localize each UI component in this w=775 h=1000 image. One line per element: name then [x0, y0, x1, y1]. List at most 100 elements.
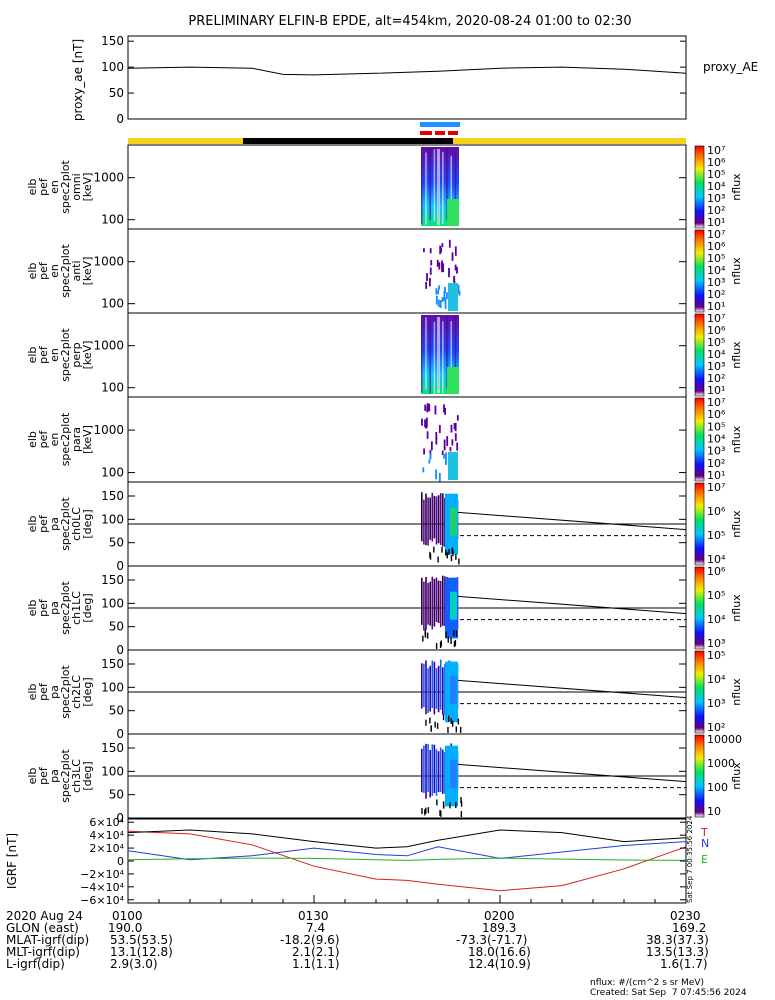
y-tick-label: 1000 [93, 171, 124, 185]
panel-ylabel-line: pef [37, 514, 50, 533]
panel-ylabel-line: spec2plot [59, 749, 72, 803]
colorbar-frame [694, 566, 705, 650]
y-tick-label: 1000 [93, 339, 124, 353]
pa-speck [439, 642, 442, 649]
colorbar-tick-label: 10⁵ [707, 420, 725, 433]
spectrogram-panels: elbpefenspec2plotomni[keV]100100010⁷10⁶1… [26, 144, 743, 825]
panel-ylabel-line: [keV] [81, 341, 94, 370]
colorbar-tick-label: 10⁷ [707, 396, 725, 409]
panel-ylabel-line: [deg] [81, 761, 94, 790]
colorbar-tick-label: 10000 [707, 733, 742, 746]
igrf-y-tick-label: 4×10⁴ [89, 829, 124, 842]
pa-column [425, 743, 427, 799]
pa-column [444, 576, 446, 627]
pa-core [450, 591, 457, 620]
panel-ylabel-line: perp [70, 342, 83, 367]
spectrum-speck [423, 448, 425, 455]
ephem-label-l: L-igrf(dip) [6, 957, 65, 971]
status-bar-red-2 [435, 131, 445, 135]
colorbar-tick-label: 10² [707, 288, 725, 301]
y-tick-label: 150 [101, 741, 124, 755]
pa-speck [425, 719, 427, 726]
pa-speck [450, 637, 452, 644]
colorbar-tick-label: 10⁷ [707, 144, 725, 157]
status-bar-night [243, 138, 453, 144]
colorbar-label: nflux [730, 257, 743, 285]
y-tick-label: 100 [101, 297, 124, 311]
colorbar-tick-label: 10³ [707, 697, 725, 710]
proxy-ae-panel: 0 50 100 150 proxy_AE proxy_ae [nT] [71, 34, 758, 126]
pa-speck [436, 799, 438, 806]
pa-column [435, 668, 438, 709]
colorbar-tick-label: 10⁵ [707, 529, 725, 542]
pa-speck [429, 553, 432, 560]
colorbar-tick-label: 10⁴ [707, 613, 726, 626]
panel-spec_para: elbpefenspec2plotpara[keV]100100010⁷10⁶1… [26, 396, 743, 483]
loss-cone-line [457, 763, 687, 783]
spectrum-column [450, 321, 452, 394]
spectrum-speck [444, 300, 447, 310]
colorbar-label: nflux [730, 173, 743, 201]
spectrum-speck [437, 299, 440, 307]
pa-speck [460, 810, 463, 817]
created-note: Created: Sat Sep 7 07:45:56 2024 [590, 988, 747, 998]
ae-y-tick-label: 100 [101, 60, 124, 74]
spectrum-speck [441, 243, 444, 248]
spectrum-speck [425, 281, 428, 289]
colorbar-tick-label: 10⁶ [707, 324, 726, 337]
spectrum-speck [453, 276, 456, 282]
spectrum-speck [435, 295, 438, 305]
colorbar-frame [694, 145, 705, 229]
pa-column [429, 750, 431, 798]
pa-speck [455, 726, 458, 733]
pa-column [433, 661, 436, 715]
panel-ylabel-line: [keV] [81, 173, 94, 202]
panel-spec_perp: elbpefenspec2plotperp[keV]100100010⁷10⁶1… [26, 312, 743, 398]
panel-ylabel-line: pef [37, 682, 50, 701]
pa-column [431, 576, 434, 630]
colorbar [695, 483, 704, 565]
panel-ylabel-line: en [48, 433, 61, 447]
colorbar-tick-label: 10⁴ [707, 180, 726, 193]
spectrum-gap [437, 149, 440, 225]
spectrum-column [433, 321, 436, 394]
panel-frame [127, 312, 687, 398]
y-tick-label: 50 [109, 788, 124, 802]
spectrum-speck [441, 297, 444, 303]
ephemeris-table: 2020 Aug 24 0100 0130 0200 0230 GLON (ea… [0, 908, 775, 1000]
spectrum-column [425, 317, 427, 390]
panel-ylabel-line: pef [37, 261, 50, 280]
pa-column [421, 748, 423, 793]
panel-ylabel-line: [deg] [81, 677, 94, 706]
panel-ylabel-line: elb [26, 179, 39, 196]
ephem-value: 2.9(3.0) [110, 957, 158, 971]
spectrum-speck [445, 452, 447, 459]
pa-column [429, 581, 431, 626]
pa-speck [447, 715, 450, 722]
panel-ylabel-line: ch2LC [70, 675, 83, 709]
timestamp-stamp: Sat Sep 7 00:35:56 2024 [686, 815, 694, 903]
pa-column [437, 580, 440, 624]
pa-speck [440, 810, 442, 817]
colorbar-tick-label: 10⁷ [707, 312, 725, 325]
pa-speck [437, 556, 439, 563]
igrf-series-total [127, 829, 687, 849]
colorbar-tick-label: 10³ [707, 637, 725, 650]
spectrum-column [442, 152, 444, 225]
pa-speck [446, 552, 448, 559]
colorbar-tick-label: 10³ [707, 192, 725, 205]
panel-ylabel-line: elb [26, 263, 39, 280]
spectrum-speck [454, 264, 457, 271]
pa-speck [439, 809, 441, 816]
y-tick-label: 50 [109, 620, 124, 634]
pa-speck [452, 720, 454, 727]
igrf-y-tick-label: −4×10⁴ [80, 881, 124, 894]
y-tick-label: 100 [101, 213, 124, 227]
panel-ylabel-line: elb [26, 684, 39, 701]
proxy-ae-ylabel: proxy_ae [nT] [71, 39, 85, 121]
spectrum-speck [450, 424, 453, 433]
spectrum-highflux [448, 452, 458, 480]
time-axis [127, 895, 687, 903]
igrf-legend-e: E [701, 853, 708, 866]
